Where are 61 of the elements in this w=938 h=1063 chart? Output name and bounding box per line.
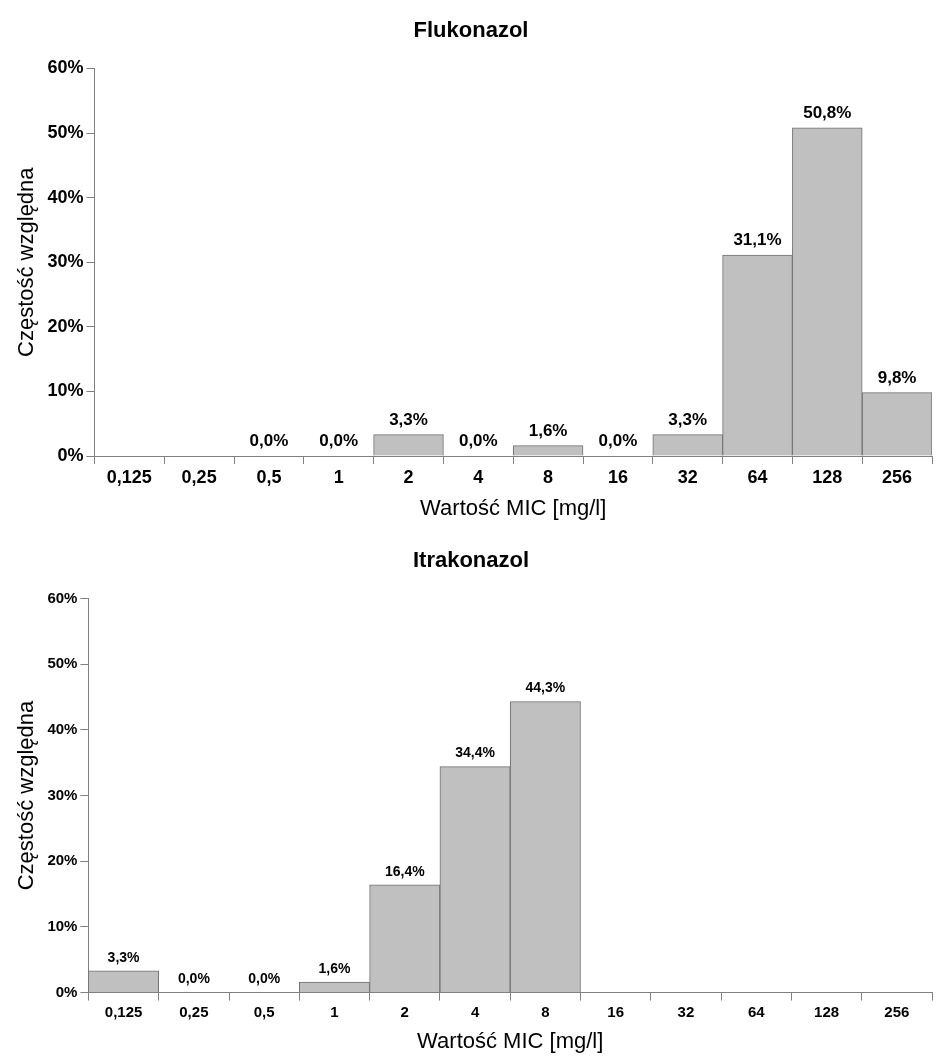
data-label: 1,6%: [318, 959, 351, 976]
y-tick-label: 50%: [47, 121, 84, 142]
x-tick-label: 32: [677, 466, 698, 487]
data-label: 0,0%: [319, 431, 359, 451]
x-tick-label: 128: [812, 466, 843, 487]
x-tick-label: 0,25: [181, 466, 217, 487]
data-label: 31,1%: [733, 230, 782, 250]
y-tick-label: 0%: [55, 982, 78, 1000]
data-label: 0,0%: [249, 431, 289, 451]
chart-title: Flukonazol: [413, 17, 529, 43]
data-label: 0,0%: [177, 970, 211, 987]
data-label: 0,0%: [598, 431, 638, 451]
y-tick-label: 20%: [47, 851, 78, 869]
x-tick-label: 0,125: [106, 466, 152, 487]
x-tick-label: 1: [330, 1002, 339, 1020]
data-label: 44,3%: [525, 679, 566, 696]
x-axis-title: Wartość MIC [mg/l]: [417, 1027, 604, 1053]
data-label: 50,8%: [803, 103, 852, 123]
y-tick-label: 10%: [47, 380, 84, 401]
data-label: 0,0%: [458, 431, 498, 451]
x-tick-label: 0,5: [253, 1002, 275, 1020]
data-label: 9,8%: [877, 367, 917, 387]
x-tick-label: 0,125: [104, 1002, 143, 1020]
y-tick-label: 30%: [47, 785, 78, 803]
x-tick-label: 64: [747, 466, 768, 487]
x-tick-label: 16: [607, 466, 628, 487]
data-label: 34,4%: [455, 744, 496, 761]
y-tick-label: 10%: [47, 917, 78, 935]
x-tick-label: 2: [400, 1002, 409, 1020]
y-tick-label: 60%: [47, 57, 84, 78]
x-tick-label: 2: [403, 466, 414, 487]
x-tick-label: 1: [333, 466, 344, 487]
y-tick-label: 20%: [47, 315, 84, 336]
y-axis-title: Częstość względna: [13, 166, 39, 357]
data-label: 3,3%: [668, 409, 708, 429]
y-tick-label: 60%: [47, 588, 78, 606]
x-tick-label: 16: [607, 1002, 624, 1020]
data-label: 0,0%: [248, 970, 281, 987]
x-tick-label: 0,5: [256, 466, 282, 487]
x-axis-title: Wartość MIC [mg/l]: [420, 494, 607, 520]
x-tick-label: 256: [882, 466, 913, 487]
x-tick-label: 256: [884, 1002, 910, 1020]
x-tick-label: 0,25: [179, 1002, 209, 1020]
x-tick-label: 4: [470, 1002, 480, 1020]
y-tick-label: 30%: [47, 251, 84, 272]
x-tick-label: 8: [543, 466, 554, 487]
x-tick-label: 32: [677, 1002, 695, 1020]
y-tick-label: 50%: [47, 654, 78, 672]
y-axis-title: Częstość względna: [13, 699, 39, 891]
x-tick-label: 64: [747, 1002, 766, 1020]
x-tick-label: 8: [541, 1002, 550, 1020]
data-label: 1,6%: [528, 420, 568, 440]
data-label: 3,3%: [389, 409, 428, 429]
y-tick-label: 0%: [57, 444, 84, 465]
data-label: 16,4%: [384, 862, 426, 879]
x-tick-label: 128: [814, 1002, 840, 1020]
y-tick-label: 40%: [47, 186, 84, 207]
y-tick-label: 40%: [47, 719, 78, 737]
data-label: 3,3%: [107, 948, 141, 965]
chart-title: Itrakonazol: [412, 547, 530, 573]
x-tick-label: 4: [473, 466, 484, 487]
